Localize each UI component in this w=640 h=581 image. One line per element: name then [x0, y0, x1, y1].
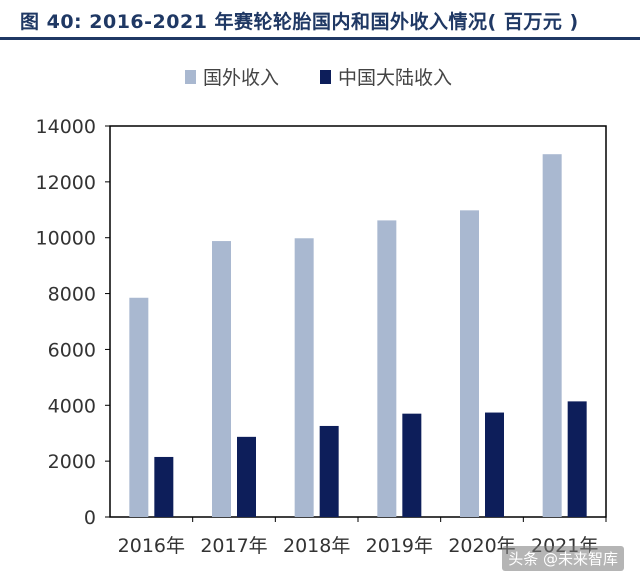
legend-swatch [185, 70, 196, 84]
legend-swatch [320, 70, 331, 84]
bar-mainland [319, 425, 339, 517]
bar-mainland [154, 456, 174, 517]
x-tick-label: 2019年 [366, 535, 433, 557]
y-tick-label: 2000 [48, 451, 96, 473]
y-tick-label: 6000 [48, 339, 96, 361]
legend-label: 中国大陆收入 [338, 67, 452, 89]
bar-overseas [129, 297, 149, 517]
bar-overseas [460, 210, 479, 517]
bar-overseas [294, 238, 314, 517]
bar-overseas [212, 241, 231, 517]
x-tick-label: 2020年 [448, 535, 515, 557]
watermark: 头条 @未来智库 [502, 546, 624, 571]
y-tick-label: 14000 [36, 116, 96, 138]
legend-label: 国外收入 [203, 67, 279, 89]
chart-title: 图 40: 2016-2021 年赛轮轮胎国内和国外收入情况( 百万元 ) [20, 11, 579, 33]
bar-overseas [542, 154, 562, 517]
y-tick-label: 0 [84, 507, 96, 529]
title-bar: 图 40: 2016-2021 年赛轮轮胎国内和国外收入情况( 百万元 ) [0, 0, 640, 40]
y-tick-label: 12000 [36, 172, 96, 194]
x-tick-label: 2018年 [283, 535, 350, 557]
y-tick-label: 10000 [36, 228, 96, 250]
bar-mainland [237, 436, 256, 517]
bar-overseas [377, 220, 397, 518]
y-tick-label: 4000 [48, 395, 96, 417]
plot-frame [109, 125, 607, 518]
x-tick-label: 2016年 [118, 535, 185, 557]
bar-mainland [485, 412, 504, 517]
bar-mainland [402, 413, 422, 517]
bar-mainland [567, 401, 587, 517]
x-tick-label: 2017年 [200, 535, 267, 557]
y-tick-label: 8000 [48, 284, 96, 306]
